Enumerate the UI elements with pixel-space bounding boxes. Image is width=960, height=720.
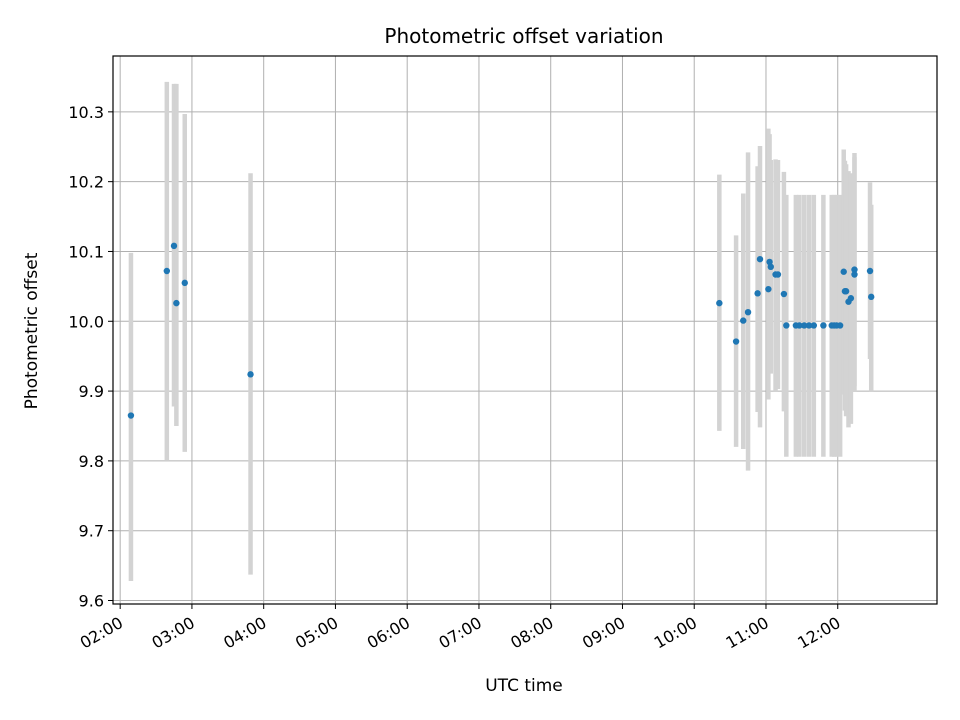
data-point [716,299,723,307]
data-points [127,242,875,419]
data-point [866,267,874,275]
chart-title: Photometric offset variation [384,24,663,48]
data-point [847,295,855,302]
data-point [801,322,808,329]
y-tick-label: 10.1 [68,242,104,261]
y-axis-ticks: 9.6 9.7 9.8 9.9 10.0 10.1 10.2 10.3 [68,103,113,611]
data-point [170,242,178,250]
data-point [766,258,773,266]
data-point [173,299,180,307]
y-tick-label: 9.7 [79,522,104,541]
x-axis-label: UTC time [485,676,563,696]
data-point [840,268,847,275]
data-point [783,322,790,329]
data-point [756,255,764,263]
y-tick-label: 9.6 [79,592,104,611]
data-point [805,322,813,329]
data-point [744,308,752,316]
data-point [842,288,850,295]
y-tick-label: 10.3 [68,103,104,122]
y-axis-label: Photometric offset [22,252,42,409]
data-point [247,371,254,378]
y-tick-label: 10.2 [68,173,104,192]
plot-frame [112,55,938,605]
data-point [851,271,858,278]
data-point [796,322,803,329]
data-point [181,279,188,287]
data-point [868,293,875,301]
data-point [732,338,740,345]
data-point [780,290,788,298]
data-point [740,317,747,324]
data-point [767,263,774,271]
data-point [163,267,171,275]
data-point [765,285,772,293]
y-tick-label: 9.8 [79,452,104,471]
data-point [774,271,782,278]
data-point [820,322,827,329]
data-point [851,266,858,273]
data-point [754,290,761,297]
data-point [836,322,844,329]
data-point [810,322,818,329]
y-tick-label: 10.0 [68,312,104,331]
y-tick-label: 9.9 [79,382,104,401]
data-point [127,412,135,419]
